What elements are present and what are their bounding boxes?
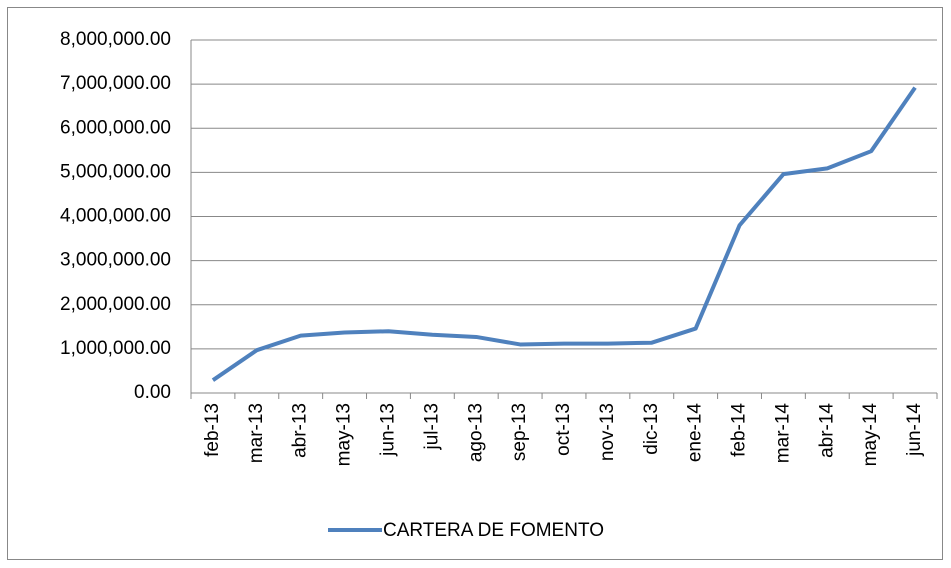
x-tick-label: ago-13	[465, 403, 486, 462]
x-tick-label: jul-13	[421, 403, 442, 450]
y-tick-label: 5,000,000.00	[60, 161, 171, 182]
y-tick-label: 0.00	[134, 382, 171, 403]
x-tick-label: jun-14	[904, 403, 925, 457]
x-tick-label: may-14	[860, 403, 881, 467]
x-tick-label: oct-13	[553, 403, 574, 456]
x-tick-label: mar-14	[772, 403, 793, 464]
y-tick-label: 3,000,000.00	[60, 250, 171, 271]
x-tick-label: ene-14	[685, 403, 706, 463]
x-tick-label: abr-13	[290, 403, 311, 458]
x-tick-label: abr-14	[816, 403, 837, 458]
y-tick-label: 8,000,000.00	[60, 29, 171, 50]
x-tick-label: feb-13	[202, 403, 223, 457]
x-tick-label: sep-13	[509, 403, 530, 461]
x-tick-label: jun-13	[377, 403, 398, 457]
y-tick-label: 2,000,000.00	[60, 294, 171, 315]
x-tick-label: nov-13	[597, 403, 618, 461]
x-tick-label: mar-13	[246, 403, 267, 463]
y-tick-label: 7,000,000.00	[60, 73, 171, 94]
legend-label: CARTERA DE FOMENTO	[383, 520, 604, 541]
x-tick-label: may-13	[334, 403, 355, 466]
y-tick-label: 1,000,000.00	[60, 338, 171, 359]
y-tick-label: 6,000,000.00	[60, 117, 171, 138]
y-tick-label: 4,000,000.00	[60, 206, 171, 227]
x-tick-label: dic-13	[641, 403, 662, 455]
data-line	[211, 86, 917, 382]
x-tick-label: feb-14	[729, 403, 750, 457]
chart-border	[7, 7, 943, 560]
